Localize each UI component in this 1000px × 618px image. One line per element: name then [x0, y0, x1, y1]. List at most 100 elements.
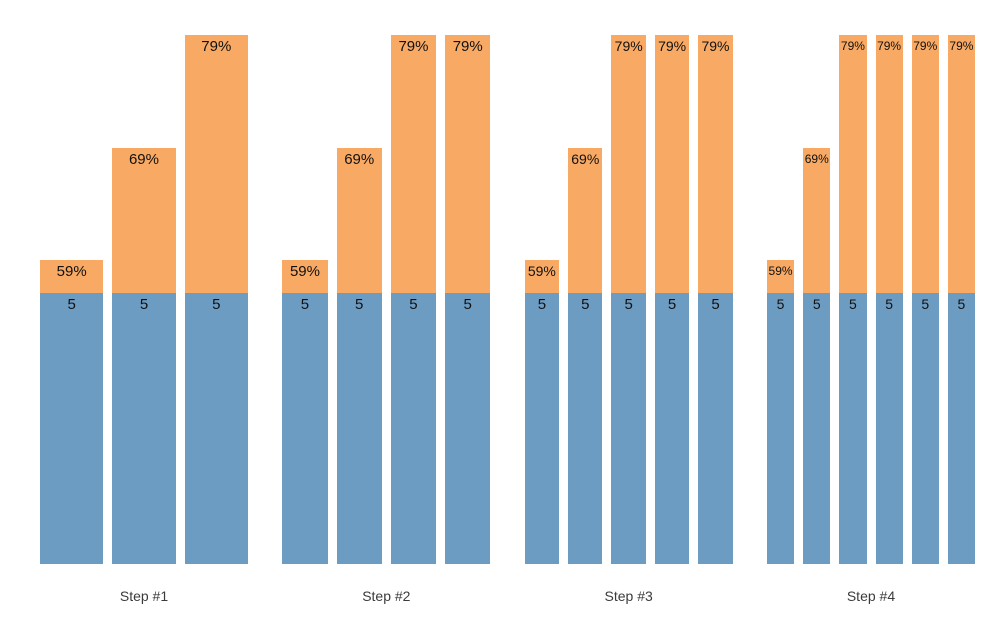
- bar-top-segment: 79%: [698, 35, 733, 293]
- stacked-bar-3-2: 69% 5: [568, 148, 603, 564]
- bar-base-label: 5: [624, 296, 633, 313]
- bar-base-segment: 5: [839, 293, 867, 564]
- bar-top-label: 79%: [877, 39, 902, 53]
- bar-base-segment: 5: [184, 293, 248, 564]
- bar-top-segment: 79%: [839, 35, 867, 293]
- stacked-bar-3-5: 79% 5: [698, 35, 733, 564]
- bar-base-label: 5: [849, 296, 857, 312]
- bar-group-4: 59% 5 69% 5 79% 5 79% 5 79% 5 79% 5: [766, 35, 976, 564]
- bar-top-label: 79%: [701, 38, 730, 54]
- bar-top-segment: 69%: [112, 148, 176, 293]
- bar-base-label: 5: [667, 296, 677, 313]
- bar-base-label: 5: [300, 296, 310, 313]
- bar-top-label: 79%: [201, 38, 232, 55]
- bar-base-label: 5: [921, 296, 930, 312]
- bar-top-segment: 79%: [911, 35, 939, 293]
- bar-top-segment: 69%: [803, 148, 831, 293]
- bar-top-label: 59%: [768, 264, 793, 278]
- bar-groups: 59% 5 69% 5 79% 5 59% 5 69% 5 79% 5 79% 5 59% 5 69% 5 79% 5…: [40, 0, 976, 564]
- bar-base-segment: 5: [766, 293, 795, 564]
- x-axis-label-2: Step #2: [362, 588, 411, 604]
- bar-base-label: 5: [885, 296, 893, 312]
- bar-top-label: 69%: [128, 151, 159, 168]
- bar-top-label: 79%: [452, 38, 483, 55]
- chart: 59% 5 69% 5 79% 5 59% 5 69% 5 79% 5 79% 5 59% 5 69% 5 79% 5…: [40, 0, 976, 618]
- stacked-bar-4-6: 79% 5: [947, 35, 976, 564]
- x-axis-label-4: Step #4: [846, 588, 896, 604]
- x-axis-labels: Step #1 Step #2 Step #3 Step #4: [40, 588, 975, 604]
- bar-base-segment: 5: [875, 293, 903, 564]
- bar-base-label: 5: [139, 296, 149, 313]
- bar-top-label: 69%: [571, 151, 600, 167]
- bar-base-segment: 5: [524, 293, 560, 564]
- bar-base-label: 5: [355, 296, 364, 313]
- stacked-bar-2-1: 59% 5: [282, 260, 328, 564]
- bar-base-segment: 5: [336, 293, 382, 564]
- stacked-bar-1-3: 79% 5: [184, 35, 248, 564]
- bar-base-segment: 5: [568, 293, 603, 564]
- bar-top-segment: 79%: [184, 35, 248, 293]
- bar-top-label: 79%: [840, 39, 865, 53]
- bar-base-segment: 5: [947, 293, 976, 564]
- stacked-bar-4-4: 79% 5: [875, 35, 903, 564]
- bar-base-segment: 5: [445, 293, 491, 564]
- bar-top-segment: 69%: [568, 148, 603, 293]
- bar-base-segment: 5: [911, 293, 939, 564]
- bar-base-segment: 5: [282, 293, 328, 564]
- bar-group-2: 59% 5 69% 5 79% 5 79% 5: [282, 35, 491, 564]
- stacked-bar-3-3: 79% 5: [611, 35, 646, 564]
- bar-top-label: 69%: [344, 151, 375, 168]
- stacked-bar-3-4: 79% 5: [654, 35, 690, 564]
- stacked-bar-2-3: 79% 5: [390, 35, 437, 564]
- bar-top-label: 59%: [527, 263, 556, 279]
- bar-base-label: 5: [537, 296, 547, 313]
- bar-top-segment: 59%: [766, 260, 795, 293]
- bar-base-segment: 5: [654, 293, 690, 564]
- bar-base-label: 5: [812, 296, 821, 312]
- bar-top-segment: 79%: [390, 35, 437, 293]
- stacked-bar-4-1: 59% 5: [766, 260, 795, 564]
- stacked-bar-2-4: 79% 5: [445, 35, 491, 564]
- bar-top-label: 59%: [56, 263, 87, 280]
- bar-top-label: 79%: [658, 38, 687, 54]
- bar-top-segment: 79%: [875, 35, 903, 293]
- bar-top-label: 69%: [804, 152, 829, 166]
- bar-base-segment: 5: [40, 293, 104, 564]
- bar-base-segment: 5: [390, 293, 437, 564]
- bar-top-segment: 79%: [654, 35, 690, 293]
- bar-top-segment: 59%: [40, 260, 104, 293]
- bar-base-segment: 5: [611, 293, 646, 564]
- bar-base-label: 5: [67, 296, 76, 313]
- bar-base-label: 5: [581, 296, 590, 313]
- bar-top-label: 79%: [398, 38, 429, 55]
- bar-base-label: 5: [776, 296, 785, 312]
- x-axis-label-1: Step #1: [119, 588, 169, 604]
- stacked-bar-4-5: 79% 5: [911, 35, 939, 564]
- stacked-bar-4-3: 79% 5: [839, 35, 867, 564]
- bar-base-segment: 5: [698, 293, 733, 564]
- bar-top-segment: 79%: [445, 35, 491, 293]
- bar-base-label: 5: [212, 296, 221, 313]
- bar-top-label: 59%: [289, 263, 320, 280]
- bar-base-label: 5: [957, 296, 966, 312]
- x-axis-label-3: Step #3: [604, 588, 653, 604]
- bar-base-label: 5: [711, 296, 720, 313]
- bar-group-3: 59% 5 69% 5 79% 5 79% 5 79% 5: [524, 35, 733, 564]
- bar-top-label: 79%: [949, 39, 974, 53]
- bar-base-segment: 5: [112, 293, 176, 564]
- bar-top-segment: 69%: [336, 148, 382, 293]
- bar-top-segment: 79%: [611, 35, 646, 293]
- stacked-bar-4-2: 69% 5: [803, 148, 831, 564]
- bar-base-label: 5: [463, 296, 472, 313]
- bar-top-segment: 59%: [524, 260, 560, 293]
- bar-base-segment: 5: [803, 293, 831, 564]
- bar-top-label: 79%: [614, 38, 643, 54]
- stacked-bar-1-2: 69% 5: [112, 148, 176, 564]
- stacked-bar-2-2: 69% 5: [336, 148, 382, 564]
- bar-group-1: 59% 5 69% 5 79% 5: [40, 35, 248, 564]
- bar-top-segment: 79%: [947, 35, 976, 293]
- stacked-bar-3-1: 59% 5: [524, 260, 560, 564]
- bar-top-label: 79%: [913, 39, 938, 53]
- bar-top-segment: 59%: [282, 260, 328, 293]
- stacked-bar-1-1: 59% 5: [40, 260, 104, 564]
